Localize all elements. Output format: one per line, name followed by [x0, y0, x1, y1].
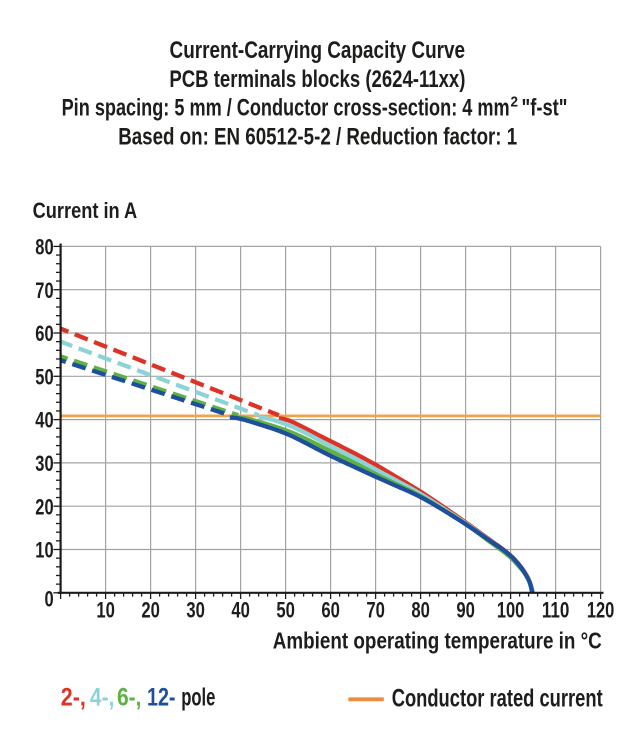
svg-text:40: 40 [231, 597, 250, 622]
svg-text:50: 50 [35, 364, 53, 389]
svg-text:20: 20 [141, 597, 160, 622]
svg-text:"f-st": "f-st" [522, 95, 568, 122]
svg-text:20: 20 [35, 494, 53, 519]
svg-text:100: 100 [497, 597, 524, 622]
svg-text:50: 50 [276, 597, 295, 622]
svg-text:30: 30 [35, 451, 53, 476]
svg-text:Current-Carrying Capacity Curv: Current-Carrying Capacity Curve [170, 37, 466, 64]
svg-text:12-: 12- [147, 684, 176, 712]
svg-text:Based on: EN 60512-5-2 / Reduc: Based on: EN 60512-5-2 / Reduction facto… [118, 123, 517, 150]
svg-text:80: 80 [35, 234, 53, 259]
svg-text:10: 10 [35, 538, 53, 563]
svg-text:120: 120 [587, 597, 615, 622]
svg-text:0: 0 [44, 586, 53, 611]
svg-text:10: 10 [96, 597, 115, 622]
svg-text:70: 70 [366, 597, 385, 622]
svg-text:PCB terminals blocks (2624-11x: PCB terminals blocks (2624-11xx) [169, 66, 465, 93]
svg-text:Current in A: Current in A [33, 198, 138, 223]
svg-text:80: 80 [411, 597, 430, 622]
svg-text:40: 40 [35, 408, 53, 433]
svg-text:Pin spacing: 5 mm / Conductor: Pin spacing: 5 mm / Conductor cross-sect… [62, 95, 510, 122]
svg-text:Ambient operating temperature: Ambient operating temperature in °C [273, 628, 602, 654]
svg-text:90: 90 [456, 597, 475, 622]
svg-text:4-,: 4-, [90, 684, 115, 712]
svg-text:110: 110 [542, 597, 570, 622]
svg-text:6-,: 6-, [117, 684, 142, 712]
svg-text:70: 70 [35, 278, 53, 303]
svg-text:60: 60 [35, 321, 53, 346]
svg-text:Conductor rated current: Conductor rated current [392, 685, 603, 713]
svg-text:2-,: 2-, [61, 684, 86, 712]
svg-text:2: 2 [511, 94, 519, 111]
svg-text:30: 30 [186, 597, 205, 622]
svg-text:60: 60 [321, 597, 340, 622]
svg-text:pole: pole [181, 684, 215, 712]
